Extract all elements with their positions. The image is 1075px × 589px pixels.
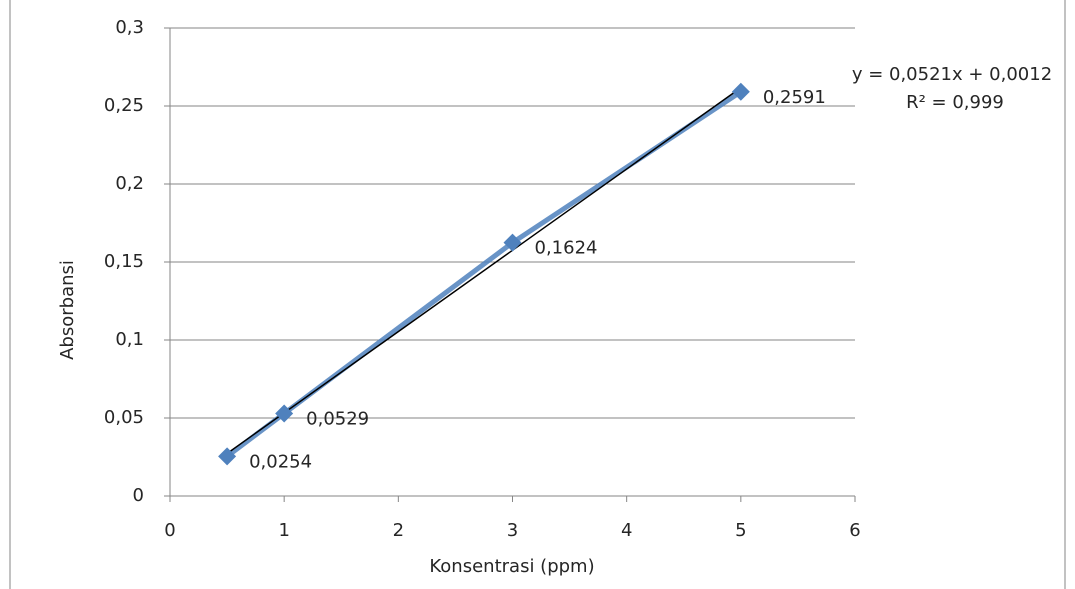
trendline-r-squared: R² = 0,999	[906, 92, 1004, 113]
data-label: 0,2591	[763, 87, 826, 108]
x-tick-label: 4	[621, 520, 632, 541]
x-tick-label: 3	[507, 520, 518, 541]
y-tick-label: 0,05	[104, 407, 144, 428]
x-tick-label: 6	[849, 520, 860, 541]
chart-frame	[10, 0, 1065, 589]
x-axis-label: Konsentrasi (ppm)	[429, 556, 594, 577]
x-tick-label: 1	[278, 520, 289, 541]
x-tick-label: 5	[735, 520, 746, 541]
chart: Absorbansi Konsentrasi (ppm) 0 0,05 0,1 0,1…	[0, 0, 1075, 589]
data-label: 0,0254	[249, 451, 312, 472]
y-tick-label: 0	[133, 485, 144, 506]
x-tick-label: 2	[393, 520, 404, 541]
data-label: 0,1624	[535, 238, 598, 259]
y-tick-label: 0,15	[104, 251, 144, 272]
y-tick-label: 0,2	[115, 173, 144, 194]
y-tick-label: 0,25	[104, 95, 144, 116]
data-label: 0,0529	[306, 408, 369, 429]
y-axis-label: Absorbansi	[57, 260, 78, 360]
y-tick-label: 0,1	[115, 329, 144, 350]
y-tick-label: 0,3	[115, 17, 144, 38]
x-tick-label: 0	[164, 520, 175, 541]
trendline-equation: y = 0,0521x + 0,0012	[852, 64, 1052, 85]
